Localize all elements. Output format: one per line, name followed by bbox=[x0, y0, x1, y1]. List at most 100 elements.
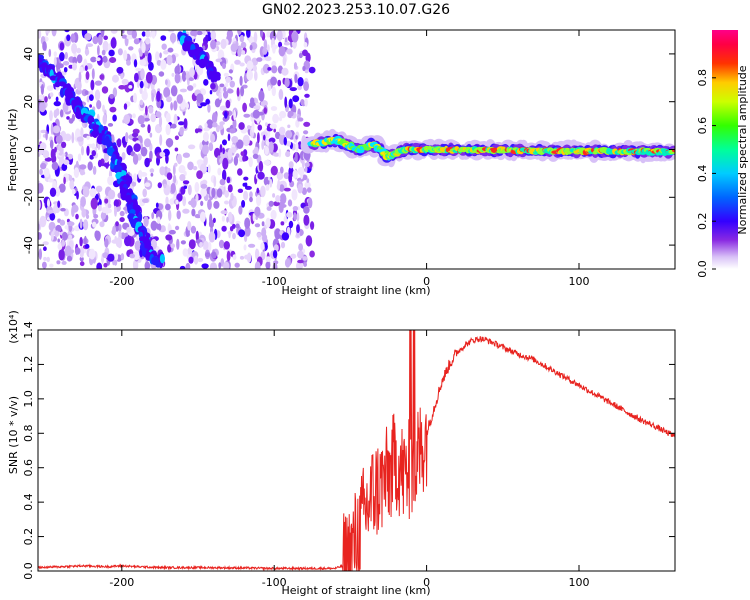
noise-blob bbox=[59, 219, 66, 226]
noise-blob bbox=[40, 162, 47, 170]
noise-blob bbox=[302, 256, 308, 261]
noise-blob bbox=[192, 83, 197, 88]
noise-blob bbox=[89, 94, 94, 101]
noise-blob bbox=[71, 132, 75, 144]
noise-blob bbox=[192, 166, 198, 171]
noise-blob bbox=[270, 76, 277, 86]
noise-blob bbox=[71, 189, 76, 195]
noise-blob bbox=[207, 103, 211, 113]
noise-blob bbox=[221, 215, 225, 222]
noise-blob bbox=[294, 73, 298, 84]
noise-blob bbox=[219, 178, 226, 186]
noise-blob bbox=[167, 223, 171, 233]
noise-blob bbox=[134, 240, 141, 251]
noise-blob bbox=[295, 151, 298, 164]
noise-blob bbox=[179, 174, 186, 182]
noise-blob bbox=[220, 210, 228, 215]
noise-blob bbox=[114, 235, 117, 243]
noise-blob bbox=[187, 221, 192, 231]
noise-blob bbox=[95, 57, 101, 62]
noise-blob bbox=[228, 230, 231, 239]
noise-blob bbox=[218, 239, 225, 249]
noise-blob bbox=[227, 211, 233, 223]
noise-blob bbox=[232, 254, 237, 260]
noise-blob bbox=[68, 175, 73, 182]
noise-blob bbox=[104, 238, 109, 248]
noise-blob bbox=[50, 148, 56, 161]
noise-blob bbox=[254, 261, 261, 269]
noise-blob bbox=[243, 244, 247, 251]
noise-blob bbox=[155, 51, 160, 62]
noise-blob bbox=[191, 208, 196, 217]
noise-blob bbox=[182, 180, 190, 185]
noise-blob bbox=[97, 45, 100, 56]
noise-blob bbox=[73, 167, 80, 179]
noise-blob bbox=[232, 118, 237, 129]
noise-blob bbox=[262, 63, 270, 74]
noise-blob bbox=[101, 86, 109, 94]
noise-blob bbox=[55, 134, 63, 144]
noise-blob bbox=[264, 146, 270, 155]
noise-blob bbox=[201, 179, 208, 185]
colorbar-gradient bbox=[712, 30, 738, 269]
noise-blob bbox=[49, 139, 54, 149]
noise-blob bbox=[47, 198, 50, 208]
noise-blob bbox=[60, 207, 66, 212]
noise-blob bbox=[256, 187, 260, 194]
noise-blob bbox=[61, 231, 68, 241]
noise-blob bbox=[302, 159, 305, 169]
noise-blob bbox=[140, 123, 146, 128]
noise-blob bbox=[303, 81, 309, 92]
noise-blob bbox=[90, 56, 97, 63]
noise-blob bbox=[38, 232, 42, 240]
y-tick-label: 1.0 bbox=[22, 390, 35, 408]
noise-blob bbox=[217, 167, 222, 176]
noise-blob bbox=[166, 96, 172, 103]
noise-blob bbox=[234, 262, 240, 268]
noise-blob bbox=[59, 42, 65, 51]
noise-blob bbox=[263, 107, 268, 114]
noise-blob bbox=[120, 253, 125, 261]
noise-blob bbox=[100, 211, 106, 220]
spectrogram-x-ticks: -200 -100 0 100 bbox=[109, 30, 589, 288]
noise-blob bbox=[206, 119, 214, 129]
noise-blob bbox=[159, 151, 166, 158]
noise-blob bbox=[269, 178, 273, 188]
noise-blob bbox=[142, 198, 149, 203]
noise-blob bbox=[59, 52, 65, 62]
signal-blob bbox=[106, 140, 113, 149]
noise-blob bbox=[96, 262, 103, 269]
noise-blob bbox=[188, 77, 194, 82]
noise-blob bbox=[49, 212, 56, 221]
noise-blob bbox=[116, 138, 122, 148]
noise-blob bbox=[195, 128, 203, 132]
noise-blob bbox=[169, 198, 175, 205]
noise-blob bbox=[223, 72, 229, 77]
noise-blob bbox=[95, 185, 103, 193]
noise-blob bbox=[292, 169, 298, 179]
noise-blob bbox=[196, 170, 203, 180]
noise-blob bbox=[295, 142, 299, 152]
noise-blob bbox=[144, 182, 151, 187]
noise-blob bbox=[260, 242, 265, 251]
noise-blob bbox=[246, 69, 253, 81]
noise-blob bbox=[249, 191, 253, 199]
noise-blob bbox=[38, 200, 41, 210]
noise-blob bbox=[276, 171, 284, 180]
noise-blob bbox=[46, 256, 50, 262]
noise-blob bbox=[55, 187, 61, 197]
noise-blob bbox=[243, 176, 249, 181]
noise-blob bbox=[43, 246, 47, 251]
noise-blob bbox=[284, 96, 288, 108]
noise-blob bbox=[90, 79, 95, 91]
noise-blob bbox=[284, 258, 291, 268]
noise-blob bbox=[107, 253, 115, 262]
noise-blob bbox=[92, 165, 97, 175]
noise-blob bbox=[295, 135, 298, 140]
noise-blob bbox=[42, 41, 47, 51]
noise-blob bbox=[286, 211, 293, 218]
noise-blob bbox=[272, 152, 281, 157]
snr-y-ticks: 0.0 0.2 0.4 0.6 0.8 1.0 1.2 1.4 bbox=[22, 321, 675, 580]
noise-blob bbox=[75, 213, 79, 220]
noise-blob bbox=[234, 59, 241, 65]
